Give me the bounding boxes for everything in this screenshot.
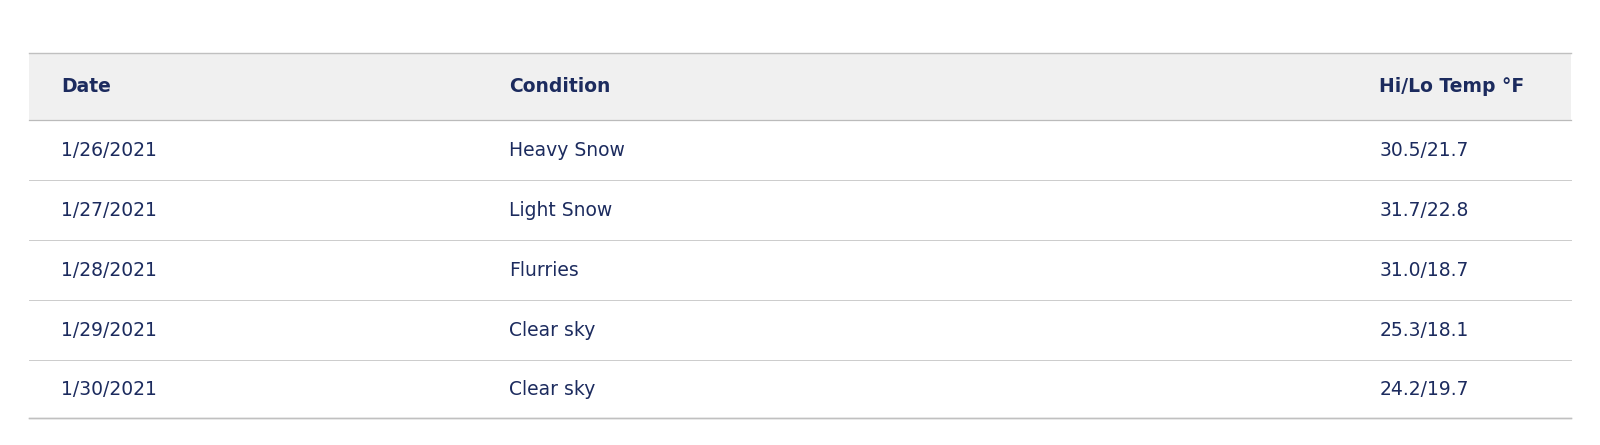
Text: Clear sky: Clear sky (509, 321, 595, 340)
Text: Heavy Snow: Heavy Snow (509, 141, 624, 160)
Text: Flurries: Flurries (509, 261, 579, 280)
Text: Hi/Lo Temp °F: Hi/Lo Temp °F (1379, 77, 1525, 96)
Text: 1/26/2021: 1/26/2021 (61, 141, 157, 160)
Text: 1/27/2021: 1/27/2021 (61, 201, 157, 220)
Text: 31.0/18.7: 31.0/18.7 (1379, 261, 1469, 280)
Bar (29, 53, 1571, 418)
Bar (29, 53, 1571, 120)
Text: 25.3/18.1: 25.3/18.1 (1379, 321, 1469, 340)
Text: 1/29/2021: 1/29/2021 (61, 321, 157, 340)
Text: 31.7/22.8: 31.7/22.8 (1379, 201, 1469, 220)
Text: 30.5/21.7: 30.5/21.7 (1379, 141, 1469, 160)
Text: 1/28/2021: 1/28/2021 (61, 261, 157, 280)
Text: Condition: Condition (509, 77, 610, 96)
Text: Clear sky: Clear sky (509, 380, 595, 399)
Text: Light Snow: Light Snow (509, 201, 613, 220)
Text: 1/30/2021: 1/30/2021 (61, 380, 157, 399)
Text: 24.2/19.7: 24.2/19.7 (1379, 380, 1469, 399)
Text: Date: Date (61, 77, 110, 96)
